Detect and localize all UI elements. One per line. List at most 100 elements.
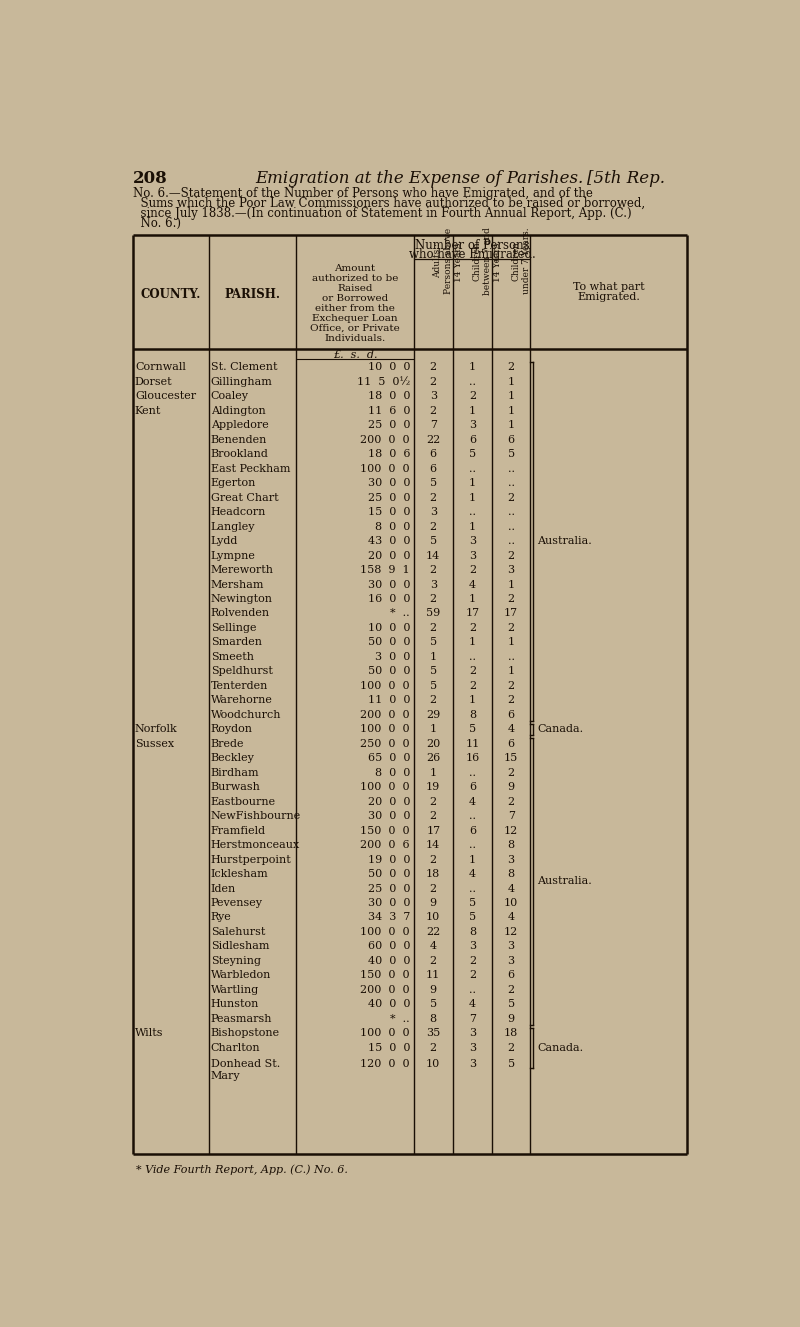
Text: ..: .. [469,507,476,518]
Text: 1: 1 [507,377,514,387]
Text: Rye: Rye [211,913,231,922]
Text: authorized to be: authorized to be [312,273,398,283]
Text: 65  0  0: 65 0 0 [367,754,410,763]
Text: 12: 12 [504,825,518,836]
Text: 19: 19 [426,782,440,792]
Text: Lympne: Lympne [211,551,256,560]
Text: 5: 5 [430,478,437,488]
Text: 3: 3 [507,565,514,575]
Text: 2: 2 [430,855,437,865]
Text: Coaley: Coaley [211,391,249,401]
Text: 50  0  0: 50 0 0 [367,666,410,677]
Text: Emigrated.: Emigrated. [578,292,640,303]
Text: 1: 1 [430,725,437,734]
Text: 5: 5 [507,999,514,1010]
Text: 4: 4 [469,999,476,1010]
Text: Sussex: Sussex [135,739,174,748]
Text: ..: .. [508,536,514,547]
Text: Charlton: Charlton [211,1043,261,1052]
Text: 200  0  0: 200 0 0 [360,710,410,719]
Text: 1: 1 [507,637,514,648]
Text: 2: 2 [507,362,514,373]
Text: Australia.: Australia. [537,876,592,886]
Text: Canada.: Canada. [537,1043,583,1052]
Text: Burwash: Burwash [211,782,261,792]
Text: 2: 2 [469,666,476,677]
Text: Smeeth: Smeeth [211,652,254,662]
Text: Pevensey: Pevensey [211,898,263,908]
Text: 5: 5 [469,913,476,922]
Text: 1: 1 [469,594,476,604]
Text: 200  0  0: 200 0 0 [360,435,410,445]
Text: 15  0  0: 15 0 0 [367,507,410,518]
Text: 11: 11 [466,739,479,748]
Text: 5: 5 [430,536,437,547]
Text: 22: 22 [426,928,440,937]
Text: 16: 16 [466,754,479,763]
Text: 18: 18 [504,1028,518,1038]
Text: Appledore: Appledore [211,421,269,430]
Text: 7: 7 [508,811,514,821]
Text: Sellinge: Sellinge [211,622,256,633]
Text: 3: 3 [507,955,514,966]
Text: ..: .. [469,768,476,778]
Text: ..: .. [469,377,476,387]
Text: ..: .. [469,811,476,821]
Text: 17: 17 [426,825,440,836]
Text: 11  5  0½: 11 5 0½ [357,377,410,387]
Text: Newington: Newington [211,594,273,604]
Text: 150  0  0: 150 0 0 [360,970,410,981]
Text: Office, or Private: Office, or Private [310,324,400,333]
Text: 2: 2 [469,391,476,401]
Text: 2: 2 [507,796,514,807]
Text: 1: 1 [469,522,476,532]
Text: 6: 6 [430,463,437,474]
Text: COUNTY.: COUNTY. [140,288,201,301]
Text: 2: 2 [430,622,437,633]
Text: 3: 3 [507,855,514,865]
Text: 4: 4 [469,580,476,589]
Text: 10  0  0: 10 0 0 [367,622,410,633]
Text: Lydd: Lydd [211,536,238,547]
Text: 3: 3 [469,1043,476,1052]
Text: 30  0  0: 30 0 0 [367,580,410,589]
Text: Headcorn: Headcorn [211,507,266,518]
Text: 19  0  0: 19 0 0 [367,855,410,865]
Text: Warehorne: Warehorne [211,695,273,706]
Text: 2: 2 [430,406,437,415]
Text: since July 1838.—(In continuation of Statement in Fourth Annual Report, App. (C.: since July 1838.—(In continuation of Sta… [133,207,631,220]
Text: 3: 3 [469,1028,476,1038]
Text: 5: 5 [430,666,437,677]
Text: 60  0  0: 60 0 0 [367,941,410,951]
Text: 20: 20 [426,739,440,748]
Text: Amount: Amount [334,264,375,273]
Text: 2: 2 [430,362,437,373]
Text: St. Clement: St. Clement [211,362,278,373]
Text: 2: 2 [430,522,437,532]
Text: 2: 2 [430,1043,437,1052]
Text: 2: 2 [469,681,476,691]
Text: Hunston: Hunston [211,999,259,1010]
Text: NewFishbourne: NewFishbourne [211,811,301,821]
Text: Emigration at the Expense of Parishes.: Emigration at the Expense of Parishes. [255,170,583,187]
Text: 4: 4 [469,796,476,807]
Text: 100  0  0: 100 0 0 [360,928,410,937]
Text: Wartling: Wartling [211,985,259,995]
Text: ..: .. [508,652,514,662]
Text: ..: .. [469,652,476,662]
Text: 4: 4 [507,913,514,922]
Text: Peasmarsh: Peasmarsh [211,1014,272,1024]
Text: £.  s.  d.: £. s. d. [333,350,378,360]
Text: 7: 7 [430,421,437,430]
Text: 6: 6 [469,435,476,445]
Text: 11  0  0: 11 0 0 [367,695,410,706]
Text: 2: 2 [430,796,437,807]
Text: Egerton: Egerton [211,478,256,488]
Text: either from the: either from the [315,304,395,313]
Text: 200  0  6: 200 0 6 [360,840,410,851]
Text: 2: 2 [507,985,514,995]
Text: Children
between 7 and
14 Years.: Children between 7 and 14 Years. [472,227,502,295]
Text: [5th Rep.: [5th Rep. [586,170,665,187]
Text: 4: 4 [469,869,476,878]
Text: 150  0  0: 150 0 0 [360,825,410,836]
